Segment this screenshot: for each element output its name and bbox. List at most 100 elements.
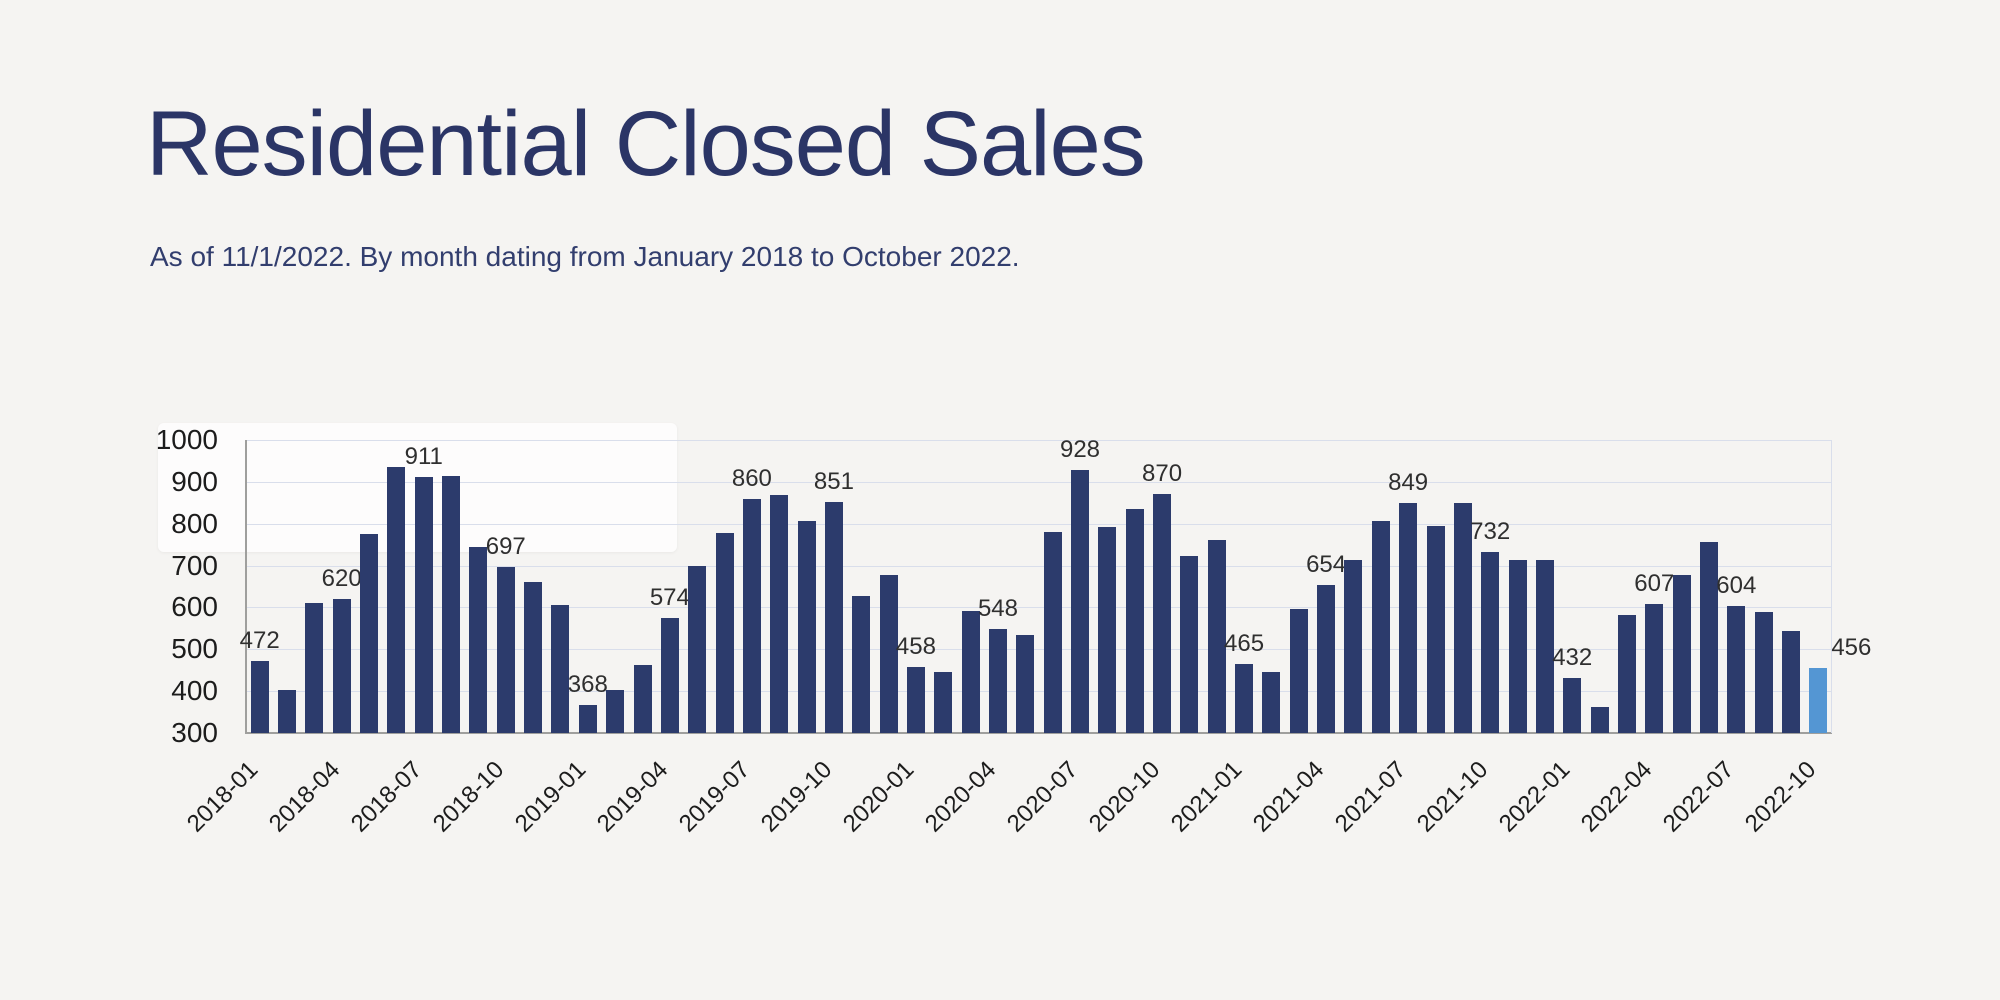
y-tick-label: 300 [171, 717, 218, 748]
bar [1453, 502, 1472, 733]
bar [1207, 539, 1226, 733]
bar [770, 495, 789, 733]
bar [1481, 552, 1500, 733]
x-tick-label: 2021-07 [1329, 756, 1412, 838]
bar [688, 566, 707, 733]
bar-value-label: 620 [321, 565, 362, 593]
bar [797, 521, 816, 733]
x-tick-label: 2019-01 [509, 756, 592, 838]
bar [1535, 560, 1554, 733]
bar [1289, 609, 1308, 733]
bar [1781, 630, 1800, 733]
x-tick-label: 2022-04 [1576, 756, 1658, 838]
y-tick-label: 800 [171, 507, 218, 539]
y-gridline [246, 440, 1832, 441]
bar [1344, 560, 1363, 733]
y-gridline [246, 649, 1832, 651]
bar [278, 689, 297, 733]
y-tick-label: 400 [171, 675, 218, 707]
bar [1317, 584, 1336, 733]
bar [824, 502, 843, 733]
bar-value-label: 456 [1831, 633, 1872, 661]
page-subtitle: As of 11/1/2022. By month dating from Ja… [150, 241, 1020, 272]
x-tick-label: 2021-04 [1247, 756, 1330, 838]
bar [524, 582, 543, 733]
bar [496, 566, 515, 733]
bar [1699, 541, 1718, 733]
bar-value-label: 732 [1470, 518, 1511, 546]
x-tick-label: 2019-07 [673, 756, 756, 838]
bar-value-label: 574 [649, 584, 690, 612]
x-tick-label: 2022-01 [1494, 756, 1576, 838]
bar [633, 664, 652, 733]
x-tick-label: 2022-10 [1740, 756, 1822, 838]
bar [715, 532, 734, 733]
x-tick-label: 2018-10 [427, 756, 509, 838]
bar [1098, 527, 1117, 733]
bar [1399, 503, 1418, 733]
bar-value-label: 604 [1716, 571, 1757, 599]
x-tick-label: 2018-07 [345, 756, 427, 838]
bar [852, 595, 871, 733]
x-tick-label: 2020-10 [1083, 756, 1166, 838]
bar [1043, 532, 1062, 733]
bar [1180, 556, 1199, 733]
bar [1590, 707, 1609, 733]
bar [906, 666, 925, 733]
bar [1426, 526, 1445, 733]
bar [1262, 671, 1281, 733]
bar [1016, 635, 1035, 733]
bar [578, 704, 597, 733]
x-axis-line [246, 732, 1832, 734]
bar [934, 671, 953, 733]
x-tick-label: 2020-01 [837, 756, 920, 838]
bar-value-label: 849 [1388, 469, 1429, 497]
bar [1508, 560, 1527, 733]
x-tick-label: 2021-01 [1165, 756, 1248, 838]
y-tick-label: 900 [171, 465, 218, 497]
bar [442, 475, 461, 733]
bar [1125, 508, 1144, 733]
bar [1235, 663, 1254, 733]
bar [360, 534, 379, 733]
bar-value-label: 860 [731, 464, 772, 492]
bar [742, 498, 761, 733]
y-gridline [246, 691, 1832, 693]
bar-value-label: 607 [1634, 570, 1675, 598]
bar [660, 618, 679, 733]
bar [469, 546, 488, 733]
bar-highlighted [1809, 667, 1828, 733]
bar [988, 629, 1007, 733]
bar [305, 603, 324, 733]
bar-value-label: 432 [1552, 643, 1593, 671]
y-tick-label: 1000 [155, 424, 218, 455]
bar-value-label: 472 [239, 627, 280, 654]
bar [1563, 677, 1582, 733]
y-tick-label: 600 [171, 591, 218, 623]
bar-value-label: 928 [1059, 436, 1101, 464]
x-tick-label: 2020-04 [919, 756, 1002, 838]
bar [1153, 494, 1172, 733]
y-gridline [246, 481, 1832, 483]
bar-value-label: 654 [1306, 550, 1347, 578]
bar-value-label: 870 [1142, 460, 1183, 488]
bar [1754, 612, 1773, 733]
y-gridline [246, 607, 1832, 609]
bar [1617, 614, 1636, 733]
y-axis-line [245, 440, 247, 734]
bar [1672, 574, 1691, 733]
x-tick-label: 2019-04 [591, 756, 674, 838]
plot-right-border [1831, 440, 1832, 733]
y-tick-label: 700 [171, 549, 218, 581]
bar [1727, 605, 1746, 733]
bar-value-label: 465 [1224, 629, 1265, 657]
bar [250, 661, 269, 733]
bar [961, 610, 980, 733]
x-tick-label: 2018-01 [181, 756, 263, 838]
bar [551, 605, 570, 733]
bar-value-label: 458 [895, 632, 936, 660]
x-tick-label: 2022-07 [1658, 756, 1740, 838]
x-tick-label: 2019-10 [755, 756, 838, 838]
